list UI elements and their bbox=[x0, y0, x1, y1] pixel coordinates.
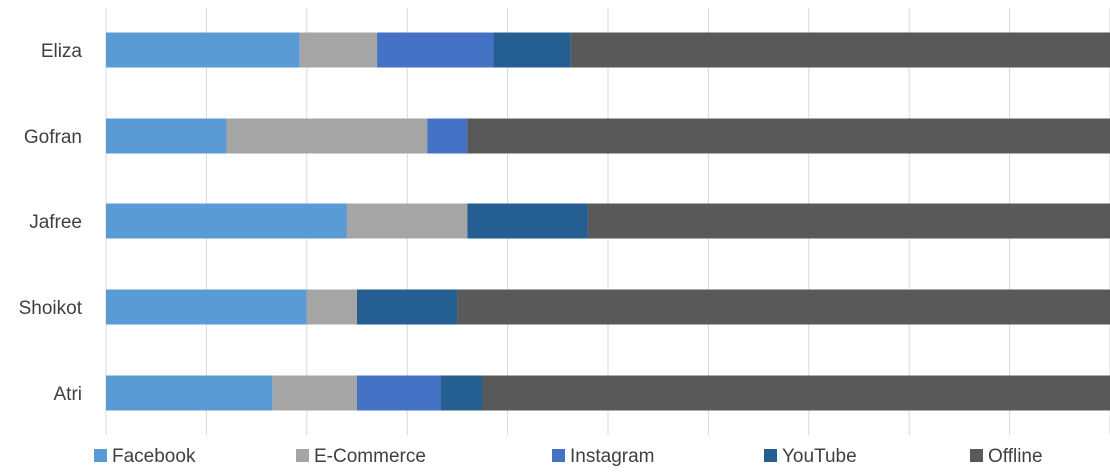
legend-swatch bbox=[296, 449, 309, 462]
category-label: Jafree bbox=[29, 212, 82, 233]
bar-segment-offline-shoikot bbox=[457, 290, 1110, 325]
bar-segment-offline-eliza bbox=[571, 33, 1110, 68]
legend-item-offline: Offline bbox=[970, 446, 1043, 467]
category-label: Shoikot bbox=[19, 298, 83, 319]
bar-segment-e-commerce-eliza bbox=[300, 33, 377, 68]
bar-segment-facebook-jafree bbox=[106, 204, 347, 239]
bar-segment-e-commerce-shoikot bbox=[307, 290, 357, 325]
category-label: Eliza bbox=[41, 41, 83, 62]
bar-segment-e-commerce-atri bbox=[273, 376, 357, 411]
bar-segment-youtube-eliza bbox=[494, 33, 571, 68]
category-label: Gofran bbox=[24, 127, 82, 148]
bar-segment-offline-jafree bbox=[588, 204, 1110, 239]
bar-segment-e-commerce-gofran bbox=[226, 119, 427, 154]
legend-swatch bbox=[94, 449, 107, 462]
bar-segment-instagram-eliza bbox=[377, 33, 493, 68]
legend: Facebook E-Commerce Instagram YouTube Offlin… bbox=[94, 446, 1043, 467]
legend-item-e-commerce: E-Commerce bbox=[296, 446, 426, 467]
legend-label: Offline bbox=[988, 446, 1043, 467]
bar-segment-youtube-atri bbox=[440, 376, 482, 411]
bar-segment-offline-gofran bbox=[467, 119, 1110, 154]
legend-swatch bbox=[970, 449, 983, 462]
category-label: Atri bbox=[54, 384, 83, 405]
legend-item-facebook: Facebook bbox=[94, 446, 196, 467]
bar-segment-youtube-jafree bbox=[467, 204, 587, 239]
bar-segment-facebook-shoikot bbox=[106, 290, 307, 325]
legend-swatch bbox=[764, 449, 777, 462]
legend-label: YouTube bbox=[782, 446, 857, 467]
legend-label: Facebook bbox=[112, 446, 196, 467]
bar-segment-instagram-gofran bbox=[427, 119, 467, 154]
bar-segment-e-commerce-jafree bbox=[347, 204, 467, 239]
category-labels: Eliza Gofran Jafree Shoikot Atri bbox=[19, 41, 83, 405]
legend-item-instagram: Instagram bbox=[552, 446, 654, 467]
bar-segment-offline-atri bbox=[483, 376, 1110, 411]
bar-segment-facebook-gofran bbox=[106, 119, 226, 154]
bar-segment-facebook-atri bbox=[106, 376, 273, 411]
legend-swatch bbox=[552, 449, 565, 462]
bar-segment-youtube-shoikot bbox=[357, 290, 457, 325]
bar-segment-instagram-atri bbox=[357, 376, 440, 411]
bar-segment-facebook-eliza bbox=[106, 33, 300, 68]
legend-label: Instagram bbox=[570, 446, 654, 467]
legend-label: E-Commerce bbox=[314, 446, 426, 467]
legend-item-youtube: YouTube bbox=[764, 446, 857, 467]
